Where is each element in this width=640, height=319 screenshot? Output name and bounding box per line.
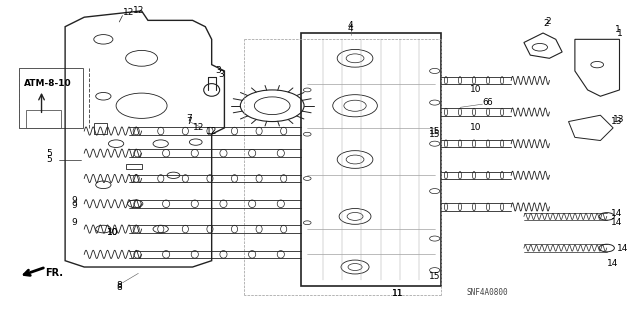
- Text: 9: 9: [72, 218, 77, 227]
- Text: 1: 1: [615, 25, 621, 34]
- Text: 11: 11: [392, 289, 403, 298]
- Text: 5: 5: [46, 155, 52, 164]
- Bar: [94, 123, 106, 134]
- Text: 6: 6: [486, 98, 492, 107]
- Text: 13: 13: [612, 115, 624, 124]
- Text: 2: 2: [543, 19, 549, 28]
- Text: SNF4A0800: SNF4A0800: [467, 288, 508, 297]
- Text: 10: 10: [107, 228, 118, 237]
- Text: 6: 6: [483, 98, 488, 107]
- Text: 12: 12: [206, 127, 218, 136]
- Text: 2: 2: [545, 18, 551, 26]
- Text: 10: 10: [470, 85, 482, 94]
- Bar: [26, 110, 61, 128]
- Text: 10: 10: [470, 123, 482, 132]
- Text: 7: 7: [186, 117, 192, 126]
- Text: 14: 14: [617, 243, 628, 253]
- Text: 14: 14: [611, 218, 622, 227]
- Text: 5: 5: [46, 149, 52, 158]
- Text: 15: 15: [429, 272, 440, 281]
- Text: ATM-8-10: ATM-8-10: [24, 79, 71, 88]
- Text: 8: 8: [116, 283, 122, 292]
- Text: 3: 3: [218, 70, 224, 78]
- Text: 4: 4: [348, 24, 353, 33]
- Text: 12: 12: [132, 6, 144, 15]
- Text: 14: 14: [607, 259, 619, 268]
- Bar: [301, 33, 441, 286]
- Text: 14: 14: [611, 209, 622, 218]
- Text: 9: 9: [72, 196, 77, 205]
- Text: FR.: FR.: [45, 268, 63, 278]
- Bar: [125, 164, 141, 169]
- Text: 11: 11: [392, 289, 403, 298]
- Text: 12: 12: [123, 8, 134, 17]
- Text: 10: 10: [107, 228, 118, 237]
- Text: 9: 9: [72, 201, 77, 210]
- Text: 13: 13: [611, 117, 622, 126]
- Text: 15: 15: [429, 130, 440, 139]
- Text: 12: 12: [193, 123, 205, 132]
- Text: 1: 1: [616, 28, 622, 38]
- Text: 7: 7: [186, 114, 192, 123]
- Bar: [19, 68, 83, 128]
- Text: 4: 4: [348, 21, 353, 30]
- Text: 8: 8: [116, 281, 122, 291]
- Text: 3: 3: [215, 66, 221, 76]
- Text: 15: 15: [429, 127, 440, 136]
